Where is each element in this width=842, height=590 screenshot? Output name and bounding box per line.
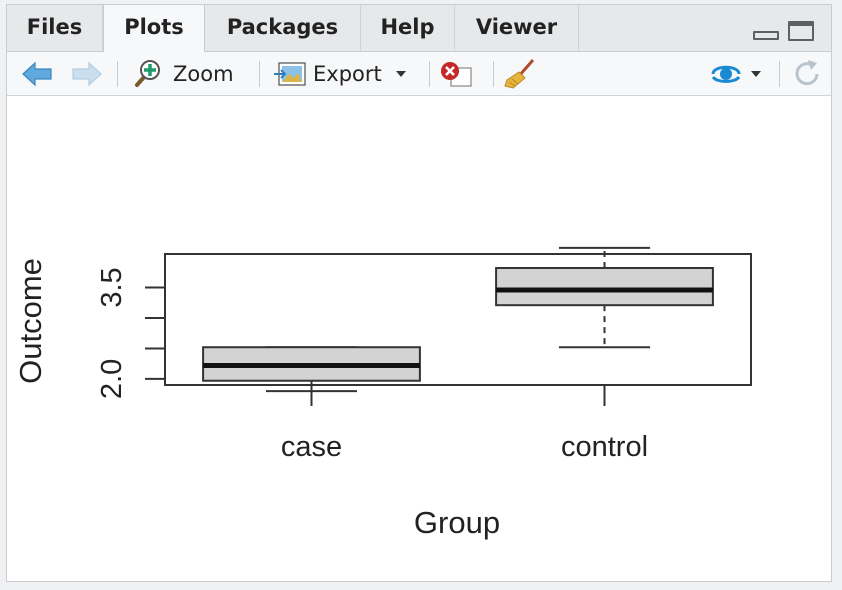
zoom-button[interactable]: Zoom	[131, 52, 234, 95]
export-menu-button[interactable]: Export	[273, 52, 408, 95]
previous-plot-button[interactable]	[21, 52, 53, 95]
plot-frame	[164, 253, 752, 386]
tab-packages[interactable]: Packages	[205, 5, 361, 51]
forward-arrow-icon	[72, 61, 102, 86]
x-tick-label-control: control	[561, 431, 648, 463]
plot-area: Outcome Group case control 2.0 3.5	[7, 96, 831, 581]
export-label: Export	[313, 61, 382, 86]
x-axis-label: Group	[414, 505, 500, 540]
maximize-pane-button[interactable]	[788, 21, 814, 41]
y-tick-label: 3.5	[96, 267, 128, 307]
refresh-plot-button[interactable]	[791, 52, 823, 95]
refresh-icon	[795, 59, 819, 85]
next-plot-button[interactable]	[71, 52, 103, 95]
publish-menu-button[interactable]	[709, 52, 763, 95]
back-arrow-icon	[22, 61, 52, 86]
toolbar-divider	[117, 61, 118, 87]
y-axis-label: Outcome	[13, 258, 48, 384]
toolbar-divider	[259, 61, 260, 87]
toolbar-divider	[429, 61, 430, 87]
y-tick-label: 2.0	[96, 359, 128, 399]
toolbar-divider	[779, 61, 780, 87]
zoom-label: Zoom	[173, 61, 234, 86]
publish-icon	[711, 65, 741, 83]
tab-help[interactable]: Help	[361, 5, 455, 51]
tab-viewer[interactable]: Viewer	[455, 5, 579, 51]
minimize-pane-button[interactable]	[753, 31, 779, 40]
chevron-down-icon	[751, 70, 761, 77]
tab-plots[interactable]: Plots	[103, 5, 205, 52]
tab-files[interactable]: Files	[7, 5, 103, 51]
zoom-icon	[135, 59, 160, 87]
chevron-down-icon	[395, 70, 406, 77]
export-image-icon	[274, 61, 306, 86]
remove-plot-button[interactable]	[439, 52, 473, 95]
broom-icon	[504, 58, 535, 89]
window-controls	[753, 17, 817, 43]
box-control	[495, 267, 714, 307]
plots-toolbar: Zoom Export	[7, 52, 831, 96]
boxplot-chart: Outcome Group case control 2.0 3.5	[13, 246, 752, 540]
remove-plot-icon	[441, 61, 472, 87]
clear-all-plots-button[interactable]	[503, 52, 537, 95]
toolbar-divider	[493, 61, 494, 87]
tab-bar: Files Plots Packages Help Viewer	[7, 5, 831, 52]
x-tick-label-case: case	[281, 431, 342, 463]
plots-pane: Files Plots Packages Help Viewer	[6, 4, 832, 582]
